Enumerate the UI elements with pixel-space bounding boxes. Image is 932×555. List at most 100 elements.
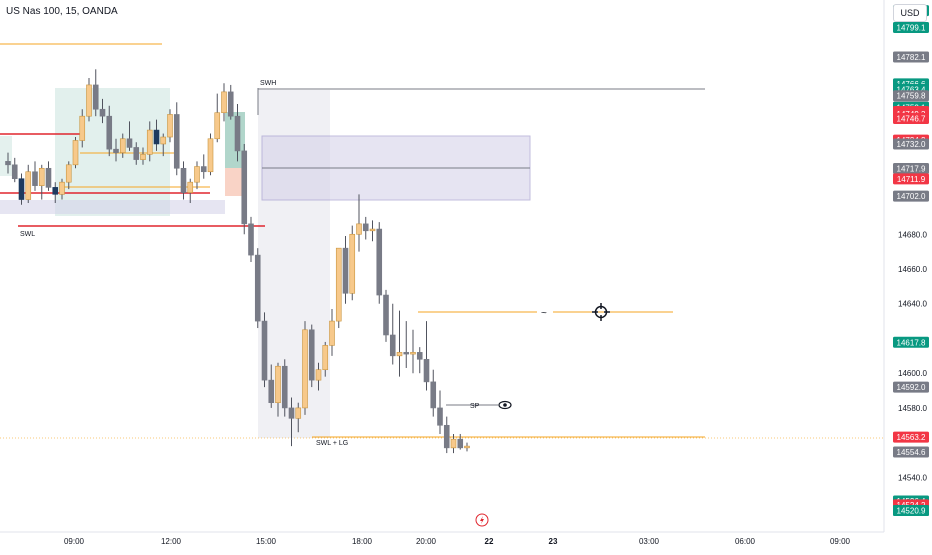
price-badge: 14520.9 bbox=[893, 505, 929, 517]
candle[interactable] bbox=[126, 121, 133, 151]
candle[interactable] bbox=[153, 119, 160, 151]
candle[interactable] bbox=[410, 329, 416, 374]
candle-body bbox=[342, 247, 349, 294]
candle[interactable] bbox=[403, 321, 410, 368]
eye-icon[interactable] bbox=[498, 400, 512, 410]
candle[interactable] bbox=[369, 220, 376, 242]
candle[interactable] bbox=[221, 83, 227, 122]
candle[interactable] bbox=[11, 157, 18, 183]
candle[interactable] bbox=[383, 289, 389, 342]
price-badge-label: 14520.9 bbox=[897, 507, 926, 516]
candle-body bbox=[288, 407, 295, 419]
candle[interactable] bbox=[329, 308, 335, 356]
candle[interactable] bbox=[187, 178, 194, 204]
candle[interactable] bbox=[241, 143, 248, 235]
candle[interactable] bbox=[86, 77, 92, 122]
candle-body bbox=[362, 223, 369, 232]
candle[interactable] bbox=[140, 147, 146, 165]
candle[interactable] bbox=[376, 222, 383, 304]
candle[interactable] bbox=[457, 433, 464, 450]
candle[interactable] bbox=[302, 321, 308, 415]
candle[interactable] bbox=[113, 138, 119, 162]
candle[interactable] bbox=[423, 321, 430, 391]
candle[interactable] bbox=[194, 161, 200, 190]
price-badges: 14808.814799.114782.114766.614763.414759… bbox=[893, 5, 929, 517]
candle[interactable] bbox=[52, 182, 59, 204]
candle[interactable] bbox=[65, 161, 72, 190]
candle[interactable] bbox=[92, 69, 99, 117]
event-lightning-icon[interactable] bbox=[475, 513, 489, 527]
candle[interactable] bbox=[437, 390, 443, 434]
candle[interactable] bbox=[416, 347, 423, 374]
price-badge-bg bbox=[893, 21, 929, 33]
annotations-layer: SWH SWL SWL + LG SP ~ bbox=[20, 80, 610, 527]
candle-body bbox=[383, 294, 389, 336]
candle-body bbox=[457, 438, 464, 449]
candle[interactable] bbox=[356, 194, 362, 252]
candle[interactable] bbox=[79, 109, 86, 148]
candle-body bbox=[72, 140, 79, 166]
candle[interactable] bbox=[146, 121, 153, 162]
candle[interactable] bbox=[315, 362, 322, 391]
candle[interactable] bbox=[180, 161, 187, 200]
candle[interactable] bbox=[72, 137, 79, 169]
candle[interactable] bbox=[430, 369, 437, 417]
price-badge: 14799.1 bbox=[893, 21, 929, 33]
candle[interactable] bbox=[214, 93, 221, 143]
candle[interactable] bbox=[160, 133, 167, 157]
currency-button[interactable]: USD bbox=[893, 4, 927, 22]
candle[interactable] bbox=[32, 161, 38, 191]
candle[interactable] bbox=[342, 236, 349, 304]
candle[interactable] bbox=[389, 303, 396, 365]
candle[interactable] bbox=[119, 133, 126, 158]
candle[interactable] bbox=[281, 359, 288, 417]
candle-body bbox=[126, 138, 133, 148]
candle[interactable] bbox=[464, 442, 470, 452]
candle[interactable] bbox=[173, 102, 180, 176]
candle[interactable] bbox=[295, 402, 302, 433]
candle[interactable] bbox=[261, 312, 268, 388]
candle[interactable] bbox=[234, 104, 241, 162]
candle-body bbox=[194, 166, 200, 183]
candle[interactable] bbox=[200, 154, 207, 179]
candle[interactable] bbox=[349, 225, 356, 301]
candle[interactable] bbox=[25, 164, 32, 204]
candle[interactable] bbox=[288, 397, 295, 447]
candle[interactable] bbox=[99, 98, 106, 124]
candle[interactable] bbox=[45, 161, 52, 191]
candle[interactable] bbox=[227, 84, 234, 120]
candle[interactable] bbox=[322, 341, 329, 377]
candle-body bbox=[416, 352, 423, 360]
candle[interactable] bbox=[396, 310, 403, 377]
candle[interactable] bbox=[207, 133, 214, 176]
candle[interactable] bbox=[443, 416, 450, 454]
price-badge: 14746.7 bbox=[893, 112, 929, 124]
candle[interactable] bbox=[106, 105, 113, 157]
candle[interactable] bbox=[18, 173, 25, 205]
candle-body bbox=[464, 445, 470, 449]
x-tick-label: 15:00 bbox=[256, 537, 277, 546]
candle[interactable] bbox=[275, 362, 281, 417]
candle[interactable] bbox=[167, 109, 173, 143]
candle[interactable] bbox=[308, 324, 315, 388]
candle[interactable] bbox=[254, 248, 261, 329]
fvg-zone-left bbox=[0, 200, 225, 214]
crosshair-icon[interactable] bbox=[592, 303, 610, 321]
candle[interactable] bbox=[5, 152, 11, 174]
candle-body bbox=[221, 91, 227, 114]
candle[interactable] bbox=[133, 142, 140, 165]
y-tick-label: 14540.0 bbox=[898, 473, 927, 482]
candle[interactable] bbox=[59, 178, 65, 200]
candle-body bbox=[329, 320, 335, 346]
shaded-zone-left bbox=[55, 88, 170, 216]
candle[interactable] bbox=[268, 364, 275, 408]
candle[interactable] bbox=[38, 164, 45, 200]
candle[interactable] bbox=[248, 216, 254, 263]
price-badge-bg bbox=[893, 112, 929, 124]
candle[interactable] bbox=[450, 433, 457, 454]
price-badge-bg bbox=[893, 51, 929, 63]
candle-body bbox=[173, 114, 180, 169]
candle[interactable] bbox=[362, 216, 369, 240]
candle[interactable] bbox=[335, 247, 342, 329]
